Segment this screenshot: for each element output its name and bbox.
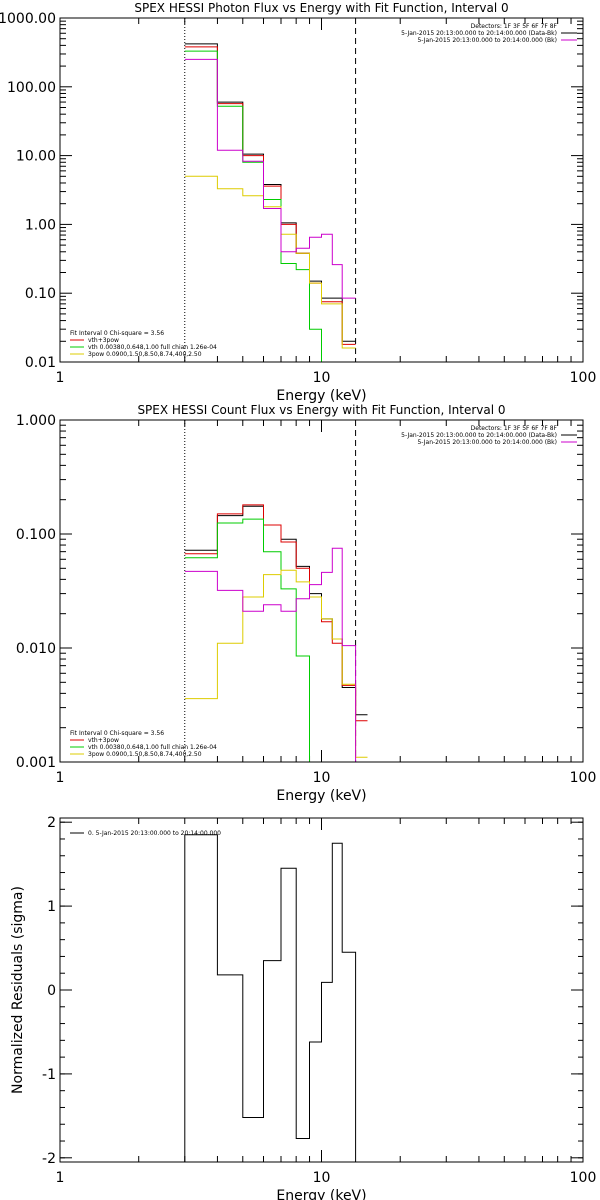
y-tick-label: -1: [42, 1067, 56, 1083]
x-axis-label: Energy (keV): [276, 388, 366, 404]
legend-entry: Fit Interval 0 Chi-square = 3.56: [70, 330, 164, 337]
y-tick-label: 10.00: [16, 149, 56, 165]
legend-entry: vth+3pow: [88, 337, 119, 344]
series-3-line: [184, 518, 368, 762]
plot-frame: [59, 817, 584, 1163]
x-tick-label: 1: [56, 1170, 65, 1186]
y-tick-label: -2: [42, 1151, 56, 1167]
y-tick-label: 0.10: [25, 286, 56, 302]
x-tick-label: 1: [56, 770, 65, 786]
legend-entry: 5-Jan-2015 20:13:00.000 to 20:14:00.000 …: [401, 432, 557, 439]
series-1-line: [184, 43, 356, 342]
y-tick-label: 0.100: [16, 527, 56, 543]
x-tick-label: 10: [313, 770, 331, 786]
series-4-line: [184, 175, 356, 349]
chart-title: SPEX HESSI Count Flux vs Energy with Fit…: [137, 403, 505, 417]
series-5-line: [184, 58, 356, 299]
series-2-line: [184, 46, 356, 345]
y-tick-label: 1000.00: [0, 11, 56, 27]
legend-entry: 3pow 0.0900,1.50,8.50,8.74,400,2.50: [88, 751, 202, 758]
y-tick-label: 0.001: [16, 755, 56, 771]
x-tick-label: 10: [313, 370, 331, 386]
x-tick-label: 100: [570, 770, 597, 786]
x-axis-label: Energy (keV): [276, 1188, 366, 1200]
y-tick-label: 100.00: [7, 80, 56, 96]
x-tick-label: 10: [313, 1170, 331, 1186]
legend-entry: Detectors: 1F 3F 5F 6F 7F 8F: [471, 23, 558, 30]
y-axis-label: Normalized Residuals (sigma): [10, 886, 26, 1094]
y-tick-label: 0.01: [25, 355, 56, 371]
series-4-line: [184, 569, 368, 758]
legend-entry: Detectors: 1F 3F 5F 6F 7F 8F: [471, 425, 558, 432]
y-tick-label: 1: [47, 899, 56, 915]
legend-entry: Fit Interval 0 Chi-square = 3.56: [70, 730, 164, 737]
y-tick-label: 0.010: [16, 641, 56, 657]
series-1-line: [184, 505, 368, 716]
y-tick-label: 1.000: [16, 413, 56, 429]
series-3-line: [184, 50, 356, 362]
plot-frame: [59, 17, 584, 363]
series-5-line: [184, 547, 368, 762]
y-tick-label: 1.00: [25, 217, 56, 233]
series-1-line: [184, 834, 357, 1162]
plot-frame: [59, 419, 584, 763]
x-tick-label: 1: [56, 370, 65, 386]
x-axis-label: Energy (keV): [276, 788, 366, 804]
legend-entry: vth+3pow: [88, 737, 119, 744]
chart-1: SPEX HESSI Photon Flux vs Energy with Fi…: [0, 1, 596, 404]
chart-title: SPEX HESSI Photon Flux vs Energy with Fi…: [134, 1, 508, 15]
series-2-line: [184, 504, 368, 722]
legend-entry: 5-Jan-2015 20:13:00.000 to 20:14:00.000 …: [401, 30, 557, 37]
legend-entry: 3pow 0.0900,1.50,8.50,8.74,400,2.50: [88, 351, 202, 358]
chart-2: SPEX HESSI Count Flux vs Energy with Fit…: [16, 403, 596, 804]
legend-entry: vth 0.00380,0.648,1.00 full chian 1.26e-…: [88, 344, 217, 351]
legend-entry: 5-Jan-2015 20:13:00.000 to 20:14:00.000 …: [417, 37, 557, 44]
legend-entry: 5-Jan-2015 20:13:00.000 to 20:14:00.000 …: [417, 439, 557, 446]
legend-entry: vth 0.00380,0.648,1.00 full chian 1.26e-…: [88, 744, 217, 751]
y-tick-label: 0: [47, 983, 56, 999]
x-tick-label: 100: [570, 1170, 597, 1186]
y-tick-label: 2: [47, 815, 56, 831]
x-tick-label: 100: [570, 370, 597, 386]
legend-entry: 0. 5-Jan-2015 20:13:00.000 to 20:14:00.0…: [88, 830, 221, 837]
